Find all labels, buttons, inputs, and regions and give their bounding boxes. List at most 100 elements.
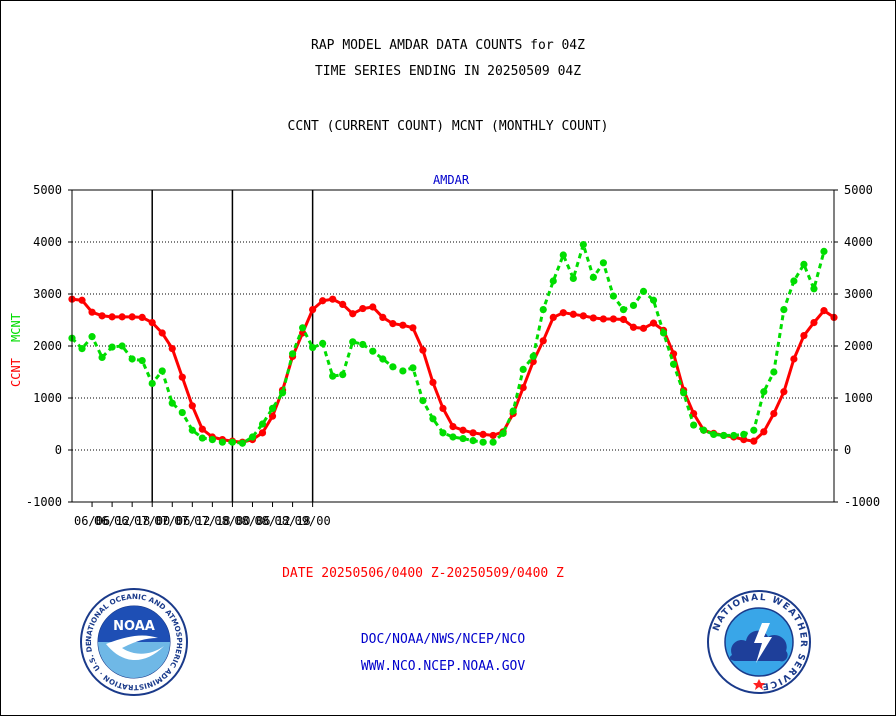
credit-line-1: DOC/NOAA/NWS/NCEP/NCO <box>360 632 526 647</box>
data-point-ccnt <box>339 300 347 308</box>
data-point-ccnt <box>158 329 166 337</box>
x-tick-label: 08/12 <box>254 514 290 528</box>
data-point-ccnt <box>649 319 658 327</box>
data-point-mcnt <box>559 251 567 259</box>
data-point-mcnt <box>429 415 437 423</box>
grid-layer <box>72 190 834 502</box>
data-point-mcnt <box>499 429 507 437</box>
data-point-mcnt <box>639 287 648 295</box>
data-point-mcnt <box>258 420 267 428</box>
data-point-ccnt <box>349 310 357 318</box>
y-axis-label-mcnt: MCNT <box>9 313 23 342</box>
data-point-mcnt <box>459 434 467 443</box>
data-point-ccnt <box>629 323 638 331</box>
y-tick-label-right: 4000 <box>844 235 873 249</box>
data-point-mcnt <box>178 408 186 417</box>
data-point-ccnt <box>569 310 577 318</box>
data-point-mcnt <box>288 350 297 358</box>
data-point-ccnt <box>790 355 798 363</box>
data-point-ccnt <box>479 430 487 438</box>
data-point-ccnt <box>519 384 527 392</box>
x-tick-label: 07/06 <box>154 514 190 528</box>
data-point-mcnt <box>529 352 537 360</box>
data-point-mcnt <box>579 241 587 249</box>
data-point-ccnt <box>299 329 307 337</box>
data-point-mcnt <box>369 347 377 355</box>
data-point-mcnt <box>419 397 427 405</box>
y-tick-label-left: 0 <box>55 443 62 457</box>
data-point-mcnt <box>439 429 447 437</box>
data-point-mcnt <box>339 371 347 379</box>
data-point-ccnt <box>549 313 557 321</box>
data-point-mcnt <box>309 343 317 352</box>
data-point-mcnt <box>268 404 277 412</box>
data-point-mcnt <box>118 342 126 350</box>
y-tick-label-left: 4000 <box>33 235 62 249</box>
data-point-mcnt <box>659 329 668 337</box>
data-point-ccnt <box>148 319 156 327</box>
data-point-ccnt <box>258 429 267 437</box>
data-point-ccnt <box>268 412 277 420</box>
data-point-ccnt <box>820 307 828 315</box>
data-point-mcnt <box>509 407 517 415</box>
data-point-ccnt <box>88 308 96 316</box>
chart-title-line-2: TIME SERIES ENDING IN 20250509 04Z <box>314 64 582 79</box>
data-point-ccnt <box>319 297 327 305</box>
data-point-mcnt <box>589 273 597 281</box>
data-point-ccnt <box>609 315 618 323</box>
data-point-mcnt <box>479 438 487 446</box>
data-point-mcnt <box>78 345 86 353</box>
y-tick-label-right: -1000 <box>844 495 880 509</box>
y-tick-label-left: -1000 <box>26 495 62 509</box>
data-point-mcnt <box>770 368 778 376</box>
data-point-mcnt <box>599 259 607 267</box>
data-point-mcnt <box>710 430 718 438</box>
data-point-mcnt <box>278 389 287 397</box>
data-point-ccnt <box>309 306 317 314</box>
data-point-ccnt <box>429 378 437 386</box>
y-tick-label-left: 3000 <box>33 287 62 301</box>
data-point-mcnt <box>88 333 96 341</box>
data-point-mcnt <box>188 426 196 434</box>
data-point-ccnt <box>559 309 567 317</box>
data-point-mcnt <box>218 438 226 446</box>
data-point-mcnt <box>238 439 247 447</box>
data-point-mcnt <box>228 438 237 446</box>
data-point-mcnt <box>409 364 417 372</box>
data-point-ccnt <box>409 324 417 332</box>
plot-title: AMDAR <box>433 173 470 187</box>
data-point-mcnt <box>730 431 738 440</box>
data-point-ccnt <box>118 313 126 321</box>
y-tick-label-left: 5000 <box>33 183 62 197</box>
data-point-mcnt <box>629 301 638 310</box>
data-point-mcnt <box>399 367 407 375</box>
y-tick-label-left: 2000 <box>33 339 62 353</box>
data-point-ccnt <box>369 303 377 311</box>
noaa-logo: NATIONAL OCEANIC AND ATMOSPHERIC ADMINIS… <box>78 586 188 696</box>
data-point-mcnt <box>569 274 577 282</box>
chart-title-line-1: RAP MODEL AMDAR DATA COUNTS for 04Z <box>311 38 585 53</box>
x-tick-label: 06/06 <box>74 514 110 528</box>
data-point-mcnt <box>449 433 457 441</box>
data-point-ccnt <box>359 304 367 313</box>
data-point-ccnt <box>138 313 146 321</box>
x-tick-label: 07/18 <box>194 514 230 528</box>
data-point-mcnt <box>649 296 658 304</box>
x-tick-label: 08/00 <box>214 514 250 528</box>
data-point-mcnt <box>669 360 678 368</box>
data-point-mcnt <box>198 434 206 442</box>
data-point-ccnt <box>619 315 628 324</box>
data-point-mcnt <box>469 437 477 445</box>
credit-line-2: WWW.NCO.NCEP.NOAA.GOV <box>360 659 526 674</box>
data-point-mcnt <box>820 247 828 255</box>
data-point-mcnt <box>148 379 156 388</box>
data-point-ccnt <box>168 345 176 353</box>
data-point-mcnt <box>379 355 387 363</box>
data-point-ccnt <box>770 410 778 418</box>
data-point-mcnt <box>138 356 146 365</box>
y-tick-label-left: 1000 <box>33 391 62 405</box>
y-tick-label-right: 5000 <box>844 183 873 197</box>
data-point-mcnt <box>539 306 547 314</box>
data-point-ccnt <box>178 373 186 381</box>
